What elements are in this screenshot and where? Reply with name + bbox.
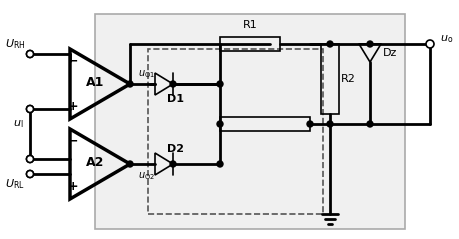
Text: A2: A2 <box>86 156 104 168</box>
Bar <box>220 117 310 131</box>
Text: D1: D1 <box>167 94 184 104</box>
Circle shape <box>27 170 34 178</box>
Text: D2: D2 <box>167 144 184 154</box>
Text: $U_{\rm RL}$: $U_{\rm RL}$ <box>5 177 25 191</box>
Circle shape <box>27 50 34 58</box>
Circle shape <box>307 121 313 127</box>
Text: Dz: Dz <box>383 48 397 58</box>
Circle shape <box>427 41 433 47</box>
Circle shape <box>170 81 176 87</box>
Text: −: − <box>68 54 78 67</box>
Circle shape <box>27 106 33 112</box>
Circle shape <box>27 170 34 178</box>
Text: −: − <box>68 135 78 147</box>
Circle shape <box>367 121 373 127</box>
Text: $u_{\rm I}$: $u_{\rm I}$ <box>13 118 23 130</box>
Circle shape <box>27 156 34 163</box>
Text: $u_{\rm o}$: $u_{\rm o}$ <box>440 33 453 45</box>
Circle shape <box>217 121 223 127</box>
Text: $u_{\rm O1}$: $u_{\rm O1}$ <box>138 68 155 80</box>
Circle shape <box>367 41 373 47</box>
Circle shape <box>426 40 434 48</box>
FancyBboxPatch shape <box>95 14 405 229</box>
Circle shape <box>27 156 33 162</box>
Circle shape <box>27 105 34 113</box>
Bar <box>220 37 280 51</box>
Circle shape <box>170 161 176 167</box>
Circle shape <box>27 105 34 113</box>
Text: A1: A1 <box>86 76 104 88</box>
Circle shape <box>27 156 34 163</box>
Text: R1: R1 <box>243 20 257 30</box>
Text: $u_{\rm O2}$: $u_{\rm O2}$ <box>138 170 155 182</box>
Circle shape <box>217 81 223 87</box>
Text: R2: R2 <box>341 74 356 84</box>
Circle shape <box>217 161 223 167</box>
Circle shape <box>27 50 34 58</box>
Text: +: + <box>67 179 78 192</box>
Circle shape <box>127 81 133 87</box>
Circle shape <box>127 161 133 167</box>
Circle shape <box>327 41 333 47</box>
Bar <box>321 44 339 114</box>
Circle shape <box>327 121 333 127</box>
Text: $U_{\rm RH}$: $U_{\rm RH}$ <box>5 37 25 51</box>
Text: +: + <box>67 99 78 113</box>
